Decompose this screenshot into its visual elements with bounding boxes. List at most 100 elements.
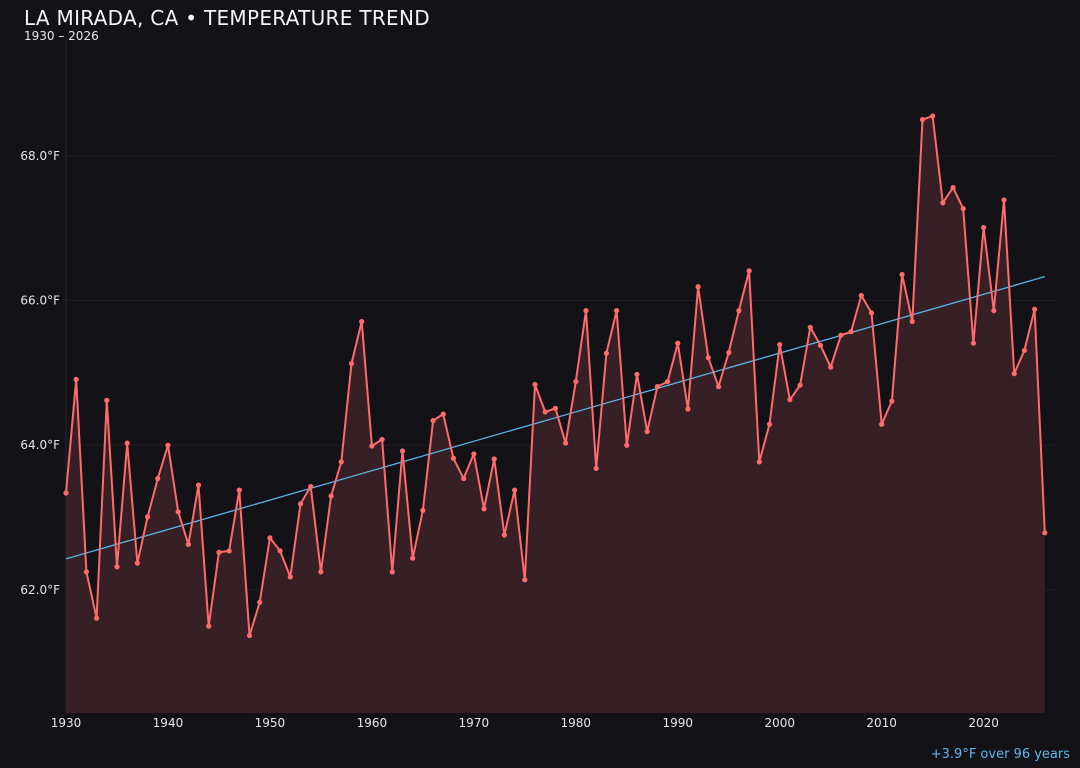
data-point — [134, 560, 140, 566]
area-fill — [66, 116, 1045, 713]
data-point — [848, 329, 854, 335]
data-point — [236, 487, 242, 493]
data-point — [991, 308, 997, 314]
data-point — [705, 355, 711, 361]
data-point — [379, 436, 385, 443]
x-tick-label: 1930 — [51, 716, 82, 730]
data-point — [777, 342, 783, 348]
x-tick-label: 1940 — [153, 716, 184, 730]
data-point — [348, 360, 355, 367]
data-point — [981, 224, 987, 231]
data-point — [664, 378, 671, 385]
data-point — [726, 350, 732, 356]
data-point — [226, 548, 232, 554]
data-point — [481, 506, 487, 512]
data-point — [593, 465, 599, 472]
data-point — [817, 342, 824, 348]
data-point — [838, 332, 844, 338]
data-point — [858, 292, 864, 299]
data-point — [410, 555, 416, 561]
data-point — [73, 376, 79, 382]
data-point — [644, 428, 650, 435]
data-point — [562, 440, 569, 446]
x-tick-label: 1980 — [561, 716, 592, 730]
trend-line — [65, 276, 1045, 560]
x-tick-label: 1950 — [255, 716, 286, 730]
data-point — [624, 442, 630, 448]
data-point — [542, 409, 548, 415]
data-point — [654, 384, 660, 390]
data-point — [318, 569, 324, 575]
data-point — [766, 421, 773, 427]
x-tick-label: 2020 — [968, 716, 999, 730]
data-point — [195, 482, 202, 488]
data-point — [246, 632, 253, 639]
x-tick-label: 2010 — [866, 716, 897, 730]
x-tick-label: 1970 — [459, 716, 490, 730]
y-tick-label: 68.0°F — [20, 149, 60, 163]
x-tick-label: 2000 — [764, 716, 795, 730]
y-tick-label: 66.0°F — [20, 294, 60, 308]
data-point — [603, 350, 609, 356]
data-point — [185, 541, 191, 547]
data-point — [104, 397, 110, 403]
data-point — [491, 456, 497, 462]
y-tick-label: 64.0°F — [20, 438, 60, 452]
data-point — [501, 532, 508, 538]
data-point — [63, 490, 69, 496]
data-point — [797, 382, 803, 388]
data-point — [532, 381, 538, 388]
data-point — [216, 549, 222, 555]
data-point — [828, 364, 834, 370]
data-point — [756, 459, 762, 465]
data-point — [165, 442, 171, 448]
data-point — [950, 185, 956, 191]
data-point — [685, 406, 691, 412]
data-point — [746, 268, 752, 274]
x-tick-label: 1960 — [357, 716, 388, 730]
data-point — [440, 411, 446, 417]
data-point — [960, 206, 966, 212]
data-point — [277, 548, 283, 554]
data-point — [807, 324, 813, 330]
data-point — [736, 308, 742, 314]
data-point — [83, 569, 89, 575]
data-point — [613, 308, 620, 314]
data-point — [450, 455, 457, 461]
data-point — [909, 318, 915, 325]
data-point — [461, 475, 467, 482]
data-point — [889, 398, 895, 404]
data-point — [287, 574, 293, 580]
data-point — [430, 418, 436, 424]
data-point — [1021, 347, 1028, 354]
data-point — [675, 340, 681, 346]
data-point — [308, 483, 314, 490]
data-point — [420, 507, 426, 513]
data-point — [1032, 306, 1038, 312]
data-point — [155, 475, 161, 482]
data-point — [267, 535, 273, 541]
data-point — [369, 443, 375, 449]
data-point — [583, 308, 589, 314]
data-point — [573, 378, 579, 385]
data-point — [399, 448, 406, 454]
trend-annotation: +3.9°F over 96 years — [930, 747, 1070, 762]
data-point — [715, 384, 722, 390]
data-point — [634, 371, 640, 377]
y-tick-label: 62.0°F — [20, 583, 60, 597]
data-point — [114, 564, 120, 570]
data-point — [389, 569, 395, 575]
data-point — [522, 577, 528, 583]
data-point — [1042, 530, 1048, 536]
data-point — [899, 271, 905, 278]
data-point — [471, 451, 477, 457]
data-point — [552, 405, 559, 411]
data-point — [940, 200, 946, 206]
data-point — [338, 459, 344, 465]
data-point — [175, 509, 181, 515]
x-tick-label: 1990 — [662, 716, 693, 730]
data-point — [144, 514, 151, 520]
data-point — [93, 615, 100, 621]
data-point — [328, 493, 334, 499]
